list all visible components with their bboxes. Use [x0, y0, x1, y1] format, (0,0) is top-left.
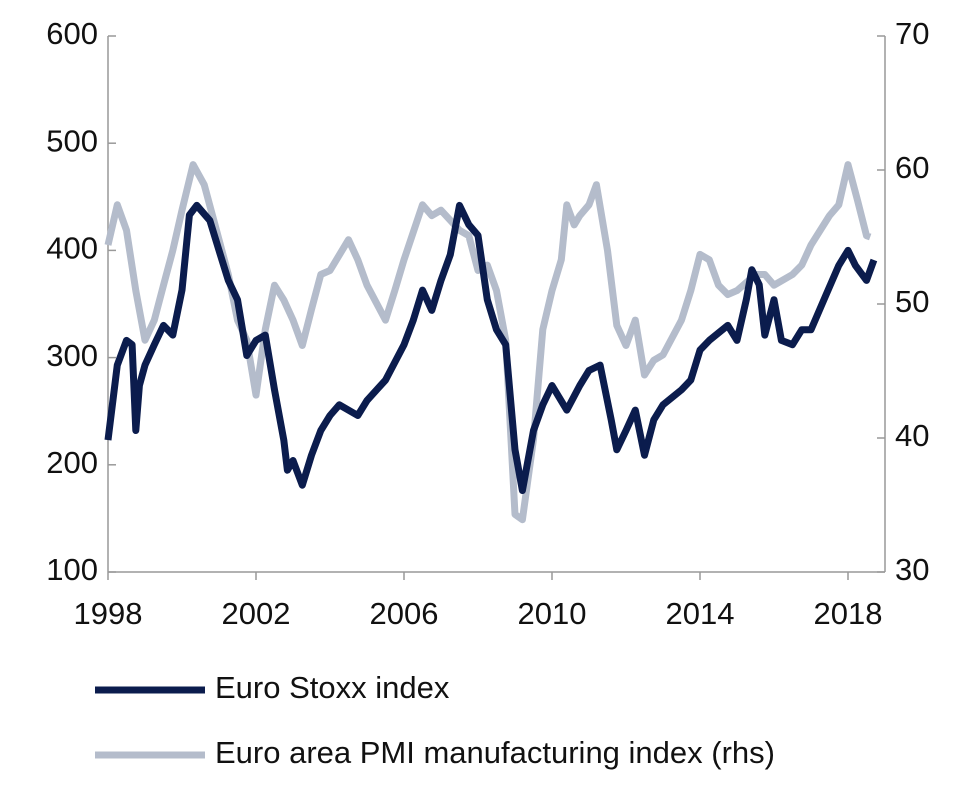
x-tick-label: 1998	[74, 596, 143, 631]
y2-tick-label: 60	[895, 150, 929, 185]
y2-tick-label: 70	[895, 16, 929, 51]
x-tick-label: 2014	[666, 596, 735, 631]
y-tick-label: 600	[46, 16, 98, 51]
y-tick-label: 100	[46, 552, 98, 587]
x-tick-label: 2006	[370, 596, 439, 631]
y2-tick-label: 30	[895, 552, 929, 587]
x-tick-label: 2010	[518, 596, 587, 631]
y-tick-label: 200	[46, 445, 98, 480]
y-tick-label: 400	[46, 231, 98, 266]
legend-label: Euro Stoxx index	[215, 670, 450, 705]
y2-tick-label: 50	[895, 284, 929, 319]
x-tick-label: 2002	[222, 596, 291, 631]
y2-tick-label: 40	[895, 418, 929, 453]
y-tick-label: 300	[46, 338, 98, 373]
line-series	[104, 201, 878, 494]
y-tick-label: 500	[46, 123, 98, 158]
x-tick-label: 2018	[814, 596, 883, 631]
line-series	[104, 161, 872, 524]
legend-label: Euro area PMI manufacturing index (rhs)	[215, 735, 775, 770]
